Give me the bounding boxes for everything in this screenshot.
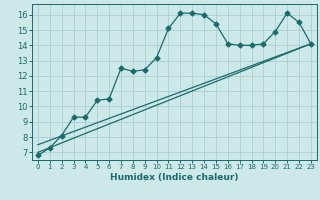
X-axis label: Humidex (Indice chaleur): Humidex (Indice chaleur): [110, 173, 239, 182]
